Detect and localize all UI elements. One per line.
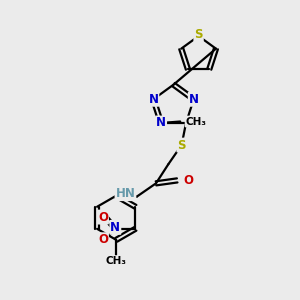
Text: O: O [183, 174, 193, 187]
Text: S: S [194, 28, 203, 41]
Text: N: N [148, 93, 158, 106]
Text: CH₃: CH₃ [106, 256, 127, 266]
Text: CH₃: CH₃ [185, 116, 206, 127]
Text: O: O [98, 211, 108, 224]
Text: N: N [110, 221, 120, 234]
Text: N: N [189, 93, 199, 106]
Text: HN: HN [116, 187, 135, 200]
Text: O: O [98, 233, 108, 246]
Text: N: N [156, 116, 166, 130]
Text: S: S [177, 139, 186, 152]
